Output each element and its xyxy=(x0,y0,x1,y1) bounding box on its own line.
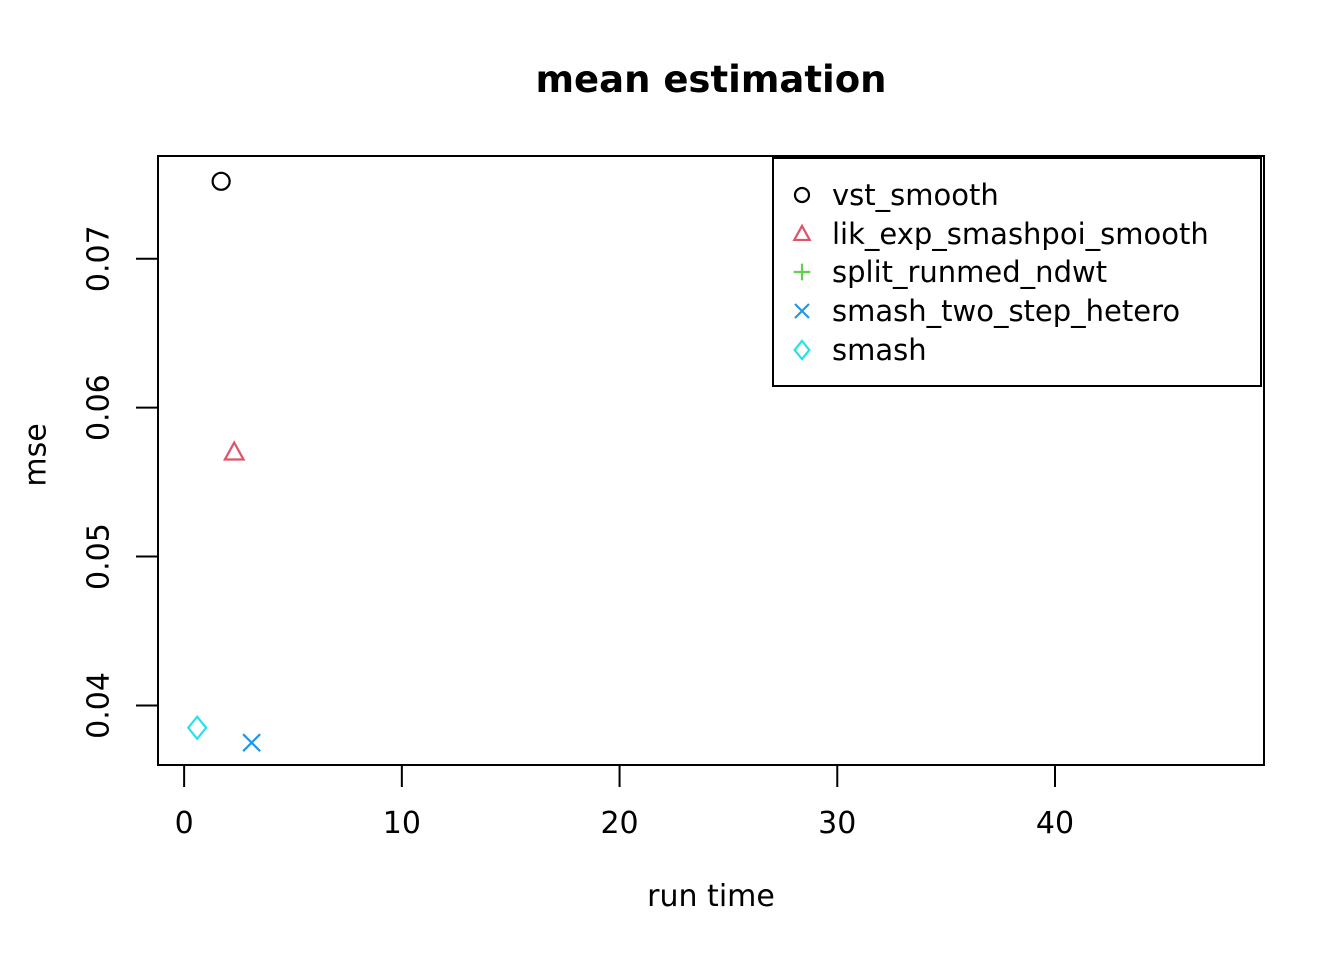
plus-icon xyxy=(793,264,811,281)
legend-label: lik_exp_smashpoi_smooth xyxy=(832,216,1209,251)
legend-item-lik_exp_smashpoi_smooth: lik_exp_smashpoi_smooth xyxy=(774,215,1260,254)
x-icon xyxy=(794,303,810,319)
triangle-marker-glyph xyxy=(792,223,812,241)
x-tick-label: 40 xyxy=(1036,806,1074,841)
plus-marker-glyph xyxy=(793,264,811,281)
legend-label: smash_two_step_hetero xyxy=(832,294,1181,329)
legend-item-split_runmed_ndwt: split_runmed_ndwt xyxy=(774,253,1260,292)
data-point-lik_exp_smashpoi_smooth xyxy=(222,440,246,461)
x-tick-label: 10 xyxy=(383,806,421,841)
plus-marker-icon xyxy=(787,257,817,287)
x-tick-label: 30 xyxy=(818,806,856,841)
legend-label: smash xyxy=(832,332,927,367)
triangle-icon xyxy=(792,223,812,241)
legend-item-smash: smash xyxy=(774,330,1260,369)
legend-item-smash_two_step_hetero: smash_two_step_hetero xyxy=(774,292,1260,331)
triangle-marker-icon xyxy=(787,219,817,249)
circle-marker-glyph xyxy=(211,171,231,191)
y-axis-label: mse xyxy=(18,423,54,487)
x-tick-label: 20 xyxy=(600,806,638,841)
diamond-marker-glyph xyxy=(186,714,208,741)
diamond-icon xyxy=(793,338,811,361)
plot-box xyxy=(157,155,1265,766)
legend-item-vst_smooth: vst_smooth xyxy=(774,176,1260,215)
x-marker-glyph xyxy=(794,303,810,319)
data-point-smash_two_step_hetero xyxy=(242,733,261,752)
circle-marker-icon xyxy=(787,180,817,210)
x-marker-icon xyxy=(787,296,817,326)
legend-label: vst_smooth xyxy=(832,178,999,213)
data-point-vst_smooth xyxy=(211,171,231,191)
data-point-smash xyxy=(186,714,208,741)
diamond-marker-icon xyxy=(787,335,817,365)
diamond-marker-glyph xyxy=(793,338,811,361)
circle-icon xyxy=(793,187,811,204)
y-tick-label: 0.05 xyxy=(82,523,117,590)
legend-label: split_runmed_ndwt xyxy=(832,255,1108,290)
y-tick-label: 0.06 xyxy=(82,374,117,441)
chart-title: mean estimation xyxy=(535,58,887,101)
triangle-marker-glyph xyxy=(222,440,246,461)
circle-marker-glyph xyxy=(793,187,811,204)
x-marker-glyph xyxy=(242,733,261,752)
legend: vst_smooth lik_exp_smashpoi_smooth split… xyxy=(772,157,1262,387)
y-tick-label: 0.07 xyxy=(82,225,117,292)
y-tick-label: 0.04 xyxy=(82,672,117,739)
x-axis-label: run time xyxy=(647,879,775,914)
x-tick-label: 0 xyxy=(175,806,194,841)
